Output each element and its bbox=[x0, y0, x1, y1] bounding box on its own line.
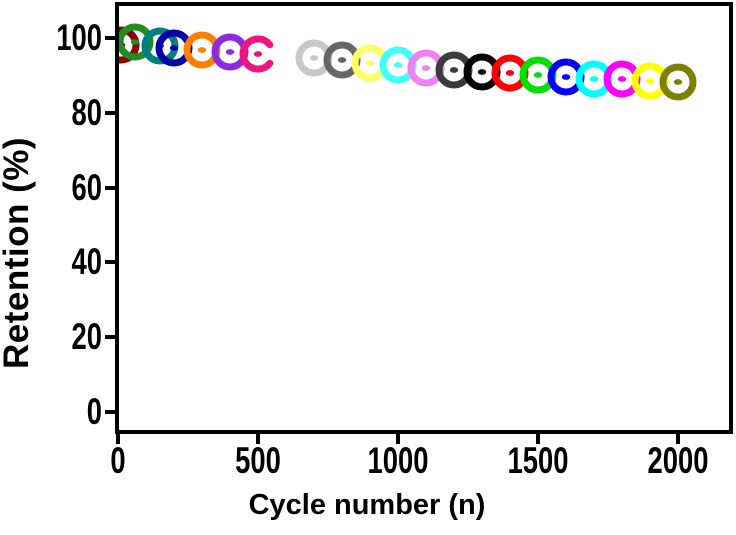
y-tick-label: 100 bbox=[56, 17, 102, 58]
y-tick bbox=[105, 260, 115, 265]
ring-dot-marker-icon bbox=[239, 35, 274, 73]
y-tick bbox=[105, 335, 115, 340]
x-tick-label: 1500 bbox=[507, 440, 569, 481]
y-axis-title: Retention (%) bbox=[0, 136, 36, 370]
y-tick-label: 80 bbox=[71, 91, 102, 133]
x-tick bbox=[116, 434, 120, 444]
plot-area bbox=[119, 6, 729, 430]
x-tick-label: 0 bbox=[110, 440, 126, 481]
x-tick-label: 1000 bbox=[367, 440, 429, 481]
ring-dot-marker-icon bbox=[119, 23, 154, 61]
y-tick bbox=[105, 410, 115, 414]
y-tick-label: 60 bbox=[71, 166, 102, 208]
x-tick bbox=[396, 434, 400, 444]
ring-dot-marker-icon bbox=[659, 63, 697, 101]
x-tick bbox=[536, 434, 540, 444]
y-tick-label: 40 bbox=[71, 241, 102, 283]
y-tick bbox=[105, 110, 115, 115]
x-tick-label: 500 bbox=[235, 440, 281, 481]
x-tick-label: 2000 bbox=[647, 440, 709, 481]
x-tick bbox=[256, 434, 260, 444]
y-tick-label: 0 bbox=[86, 391, 102, 432]
x-tick bbox=[676, 434, 680, 444]
y-tick bbox=[105, 36, 115, 40]
y-tick bbox=[105, 185, 115, 190]
y-tick-label: 20 bbox=[71, 316, 102, 358]
data-point bbox=[658, 62, 698, 107]
data-point bbox=[119, 22, 155, 67]
data-point bbox=[238, 34, 278, 79]
x-axis-title: Cycle number (n) bbox=[248, 489, 486, 521]
plot-frame bbox=[115, 2, 733, 434]
